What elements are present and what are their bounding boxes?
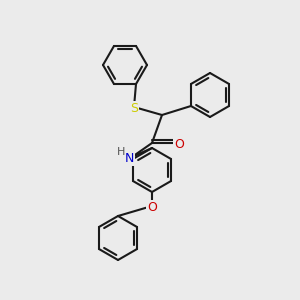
Text: S: S [130, 102, 138, 115]
Text: N: N [124, 152, 134, 165]
Text: O: O [174, 138, 184, 151]
Text: O: O [147, 201, 157, 214]
Text: H: H [117, 147, 125, 157]
